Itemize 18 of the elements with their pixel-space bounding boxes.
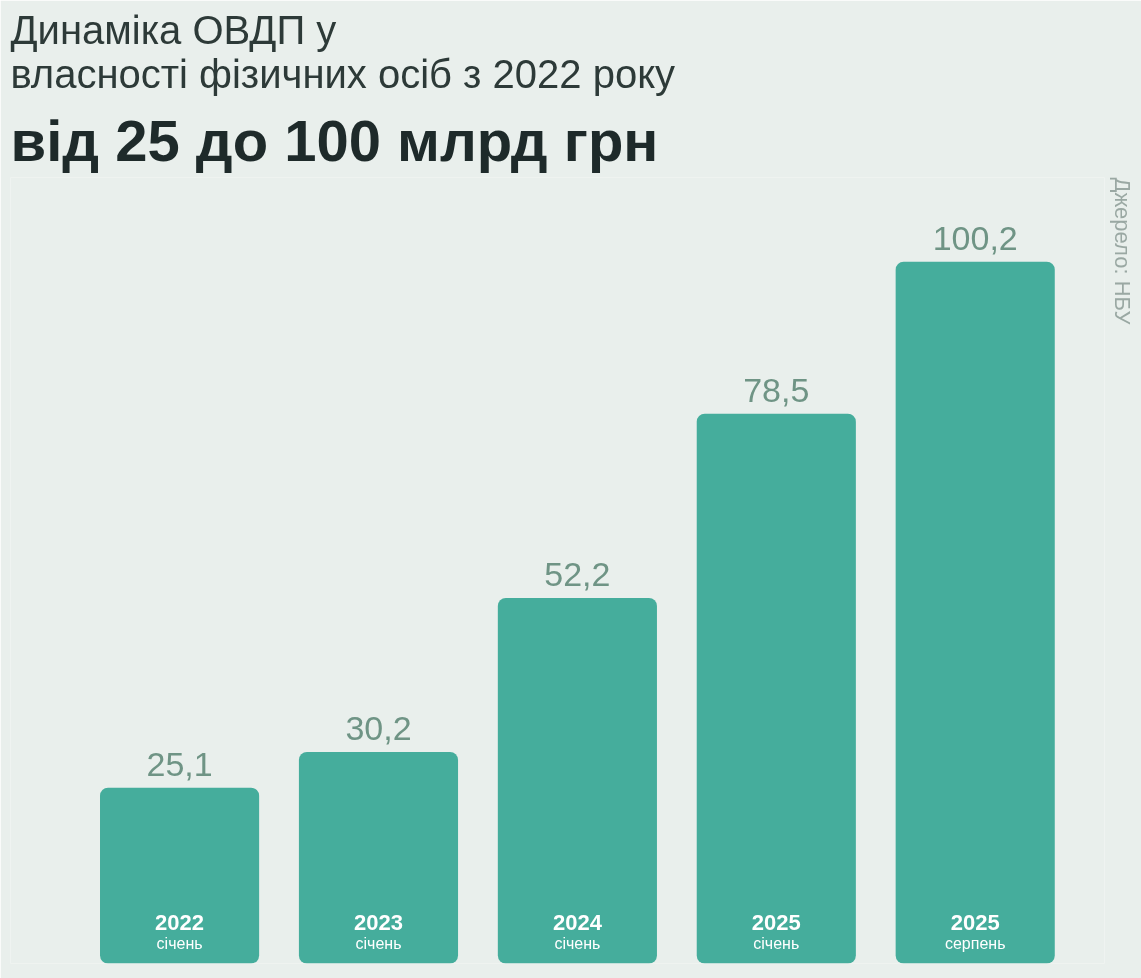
bar [497,597,657,964]
data-label: 78,5 [743,370,810,409]
category-label: 2025 серпень [944,909,1006,952]
data-label: 100,2 [932,218,1018,257]
bar [100,787,260,964]
category-label: 2022 січень [155,909,205,952]
bar [298,751,459,964]
data-label: 30,2 [345,708,412,747]
bar [696,413,856,964]
chart-subtitle: від 25 до 100 млрд грн [10,107,659,173]
category-label: 2024 січень [552,909,602,952]
text: Джерело: НБУ [1109,177,1135,326]
bar [895,261,1055,964]
category-label: 2025 січень [751,909,801,952]
data-label: 25,1 [146,744,213,783]
data-label: 52,2 [544,554,611,593]
chart-title: Динаміка ОВДП у власності фізичних осіб з 2022 року [10,7,676,96]
category-label: 2023 січень [354,909,403,952]
